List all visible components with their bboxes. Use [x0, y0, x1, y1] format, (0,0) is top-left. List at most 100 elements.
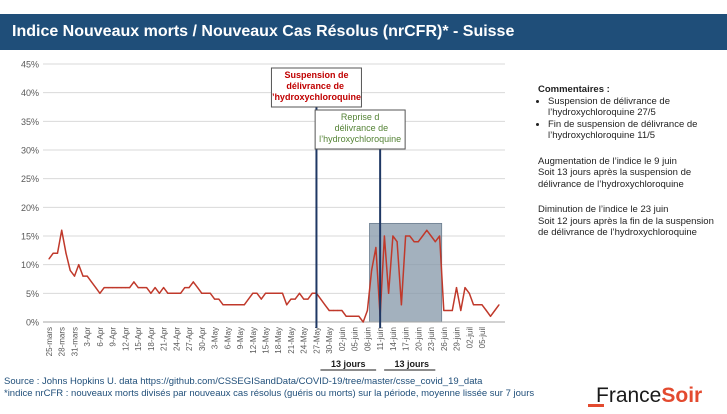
y-tick-label: 25%: [21, 174, 39, 184]
data-point: [52, 252, 54, 254]
x-tick-label: 6-May: [223, 327, 232, 349]
y-tick-label: 35%: [21, 117, 39, 127]
interval-label-1: 13 jours: [331, 359, 366, 369]
data-point: [477, 304, 479, 306]
data-point: [417, 241, 419, 243]
comment-diminution-line2: Soit 12 jours après la fin de la suspens…: [538, 215, 714, 239]
data-point: [120, 287, 122, 289]
data-point: [256, 292, 258, 294]
comment-item-fin-suspension: Fin de suspension de délivrance de l’hyd…: [548, 119, 724, 142]
index-definition-note: *indice nrCFR : nouveaux morts divisés p…: [4, 387, 535, 399]
data-point: [494, 309, 496, 312]
logo-text-soir: Soir: [661, 384, 703, 407]
y-tick-label: 20%: [21, 203, 39, 213]
data-point: [180, 292, 182, 294]
data-point: [371, 269, 373, 271]
data-point: [171, 292, 173, 294]
data-point: [86, 275, 88, 277]
data-point: [56, 252, 59, 254]
x-tick-label: 6-Apr: [96, 327, 105, 347]
data-point: [358, 315, 360, 317]
data-point: [167, 292, 169, 294]
annotation-suspension-box: [270, 67, 362, 108]
data-point: [205, 292, 207, 294]
data-point: [392, 235, 394, 237]
data-point: [230, 304, 233, 306]
data-point: [154, 287, 156, 289]
y-tick-label: 45%: [21, 60, 39, 70]
francesoir-logo: FranceSoir: [588, 384, 703, 408]
data-point: [341, 309, 343, 312]
data-point: [286, 304, 288, 306]
data-point: [472, 304, 475, 306]
data-point: [226, 304, 228, 306]
data-point: [82, 275, 84, 277]
data-point: [201, 292, 203, 294]
data-point: [239, 304, 241, 306]
x-tick-label: 18-May: [274, 327, 283, 354]
data-point: [175, 292, 177, 294]
data-point: [294, 298, 296, 300]
y-tick-label: 15%: [21, 232, 39, 242]
event-markers: Suspension de délivrance de ’hydroxychlor…: [270, 67, 436, 371]
annotation-suspension-label: Suspension de délivrance de ’hydroxychlor…: [272, 70, 361, 102]
data-point: [188, 287, 190, 289]
chart-title: Indice Nouveaux morts / Nouveaux Cas Rés…: [0, 14, 727, 50]
data-point: [150, 292, 152, 294]
data-point: [78, 264, 80, 266]
x-tick-label: 11-juin: [376, 327, 385, 350]
x-tick-label: 05-juin: [351, 327, 360, 351]
comments-heading: Commentaires :: [538, 84, 610, 95]
x-tick-label: 31-mars: [70, 327, 79, 356]
data-point: [303, 298, 305, 300]
annotation-reprise-label: Reprise d délivrance de l’hydroxychloroqu…: [319, 112, 401, 144]
data-point: [99, 292, 101, 294]
data-point: [426, 229, 428, 231]
x-tick-label: 24-May: [300, 327, 309, 354]
comment-augmentation-line2: Soit 13 jours après la suspension de dél…: [538, 167, 692, 190]
data-point: [124, 287, 127, 289]
data-point: [298, 292, 301, 294]
y-tick-label: 10%: [21, 260, 39, 270]
data-point: [218, 298, 220, 300]
data-point: [48, 258, 50, 260]
x-tick-label: 21-May: [287, 327, 296, 354]
comments-panel: Commentaires : Suspension de délivrance …: [538, 84, 724, 239]
data-point: [269, 292, 271, 294]
comments-list: Suspension de délivrance de l’hydroxychl…: [538, 96, 724, 142]
x-tick-label: 26-juin: [440, 327, 449, 351]
data-point: [146, 287, 148, 289]
axes: 0% 5% 10% 15% 20% 25% 30% 35% 40% 45% 25-mars 28-ma…: [21, 60, 505, 356]
y-tick-label: 40%: [21, 88, 39, 98]
data-point: [61, 229, 63, 231]
data-point: [235, 304, 237, 306]
data-point: [362, 321, 364, 323]
data-point: [90, 281, 93, 283]
x-tick-label: 20-juin: [414, 327, 423, 351]
data-point: [247, 298, 250, 300]
data-point: [481, 304, 483, 306]
data-point: [455, 287, 458, 289]
data-point: [222, 304, 224, 306]
x-tick-label: 9-May: [236, 327, 245, 349]
data-point: [158, 292, 160, 294]
data-point: [485, 309, 487, 312]
data-point: [129, 287, 131, 289]
data-point: [112, 287, 114, 289]
annotation-reprise-box: [314, 109, 406, 150]
x-tick-label: 17-juin: [402, 327, 411, 351]
x-tick-label: 28-mars: [58, 327, 67, 356]
data-point: [345, 315, 347, 317]
x-tick-label: 27-May: [312, 327, 321, 354]
x-tick-label: 21-Apr: [160, 327, 169, 351]
x-tick-label: 14-juin: [389, 327, 398, 351]
data-point: [184, 287, 186, 289]
x-tick-label: 08-juin: [363, 327, 372, 351]
data-point: [498, 304, 500, 306]
comment-augmentation-line1: Augmentation de l’indice le 9 juin: [538, 155, 677, 167]
data-point: [103, 287, 105, 289]
data-point: [434, 241, 436, 243]
x-tick-label: 30-May: [325, 327, 334, 354]
x-tick-label: 15-May: [262, 327, 271, 354]
data-point: [354, 315, 356, 317]
